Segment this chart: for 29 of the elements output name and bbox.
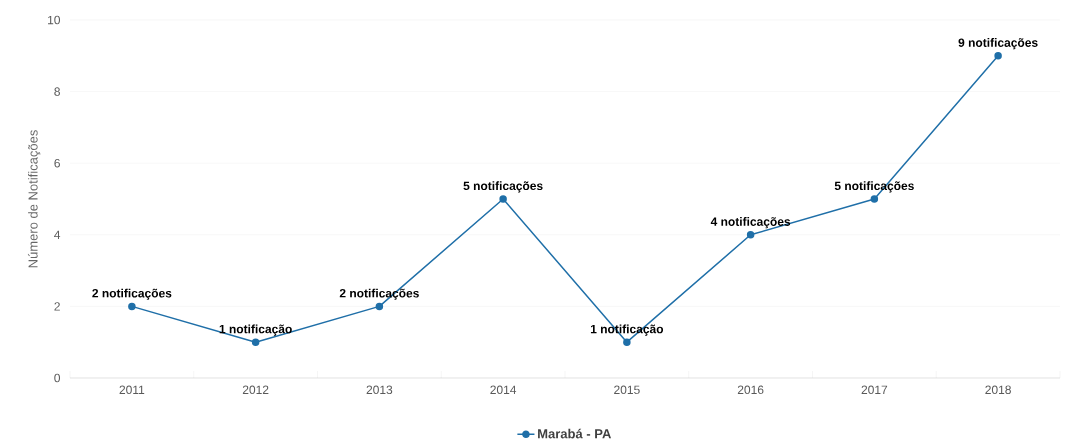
x-tick-label: 2012: [242, 385, 269, 395]
data-label: 9 notificações: [958, 38, 1038, 50]
y-tick-label: 8: [54, 87, 60, 96]
data-label: 5 notificações: [463, 181, 543, 193]
point: [623, 338, 631, 347]
point: [128, 302, 136, 311]
y-tick-label: 4: [54, 230, 61, 240]
x-tick-label: 2011: [119, 385, 145, 395]
point: [870, 195, 879, 203]
data-label: 2 notificações: [92, 288, 172, 300]
point: [251, 338, 260, 347]
y-tick-label: 0: [54, 373, 61, 383]
y-axis-title: Número de Notificações: [27, 130, 41, 268]
x-tick-label: 2016: [737, 385, 764, 395]
y-tick-label: 2: [54, 302, 60, 311]
point: [746, 231, 755, 239]
x-tick-label: 2014: [490, 385, 517, 395]
x-tick-label: 2013: [366, 385, 393, 395]
y-tick-label: 10: [48, 15, 61, 25]
data-label: 4 notificações: [710, 217, 791, 229]
point: [375, 302, 384, 311]
x-tick-label: 2015: [614, 385, 640, 395]
point: [994, 52, 1002, 60]
legend-label: Marabá - PA: [538, 428, 612, 439]
data-label: 1 notificação: [219, 324, 292, 336]
x-tick-label: 2017: [861, 385, 888, 395]
point: [499, 195, 507, 203]
y-tick-label: 6: [54, 159, 60, 168]
x-tick-label: 2018: [985, 385, 1011, 395]
